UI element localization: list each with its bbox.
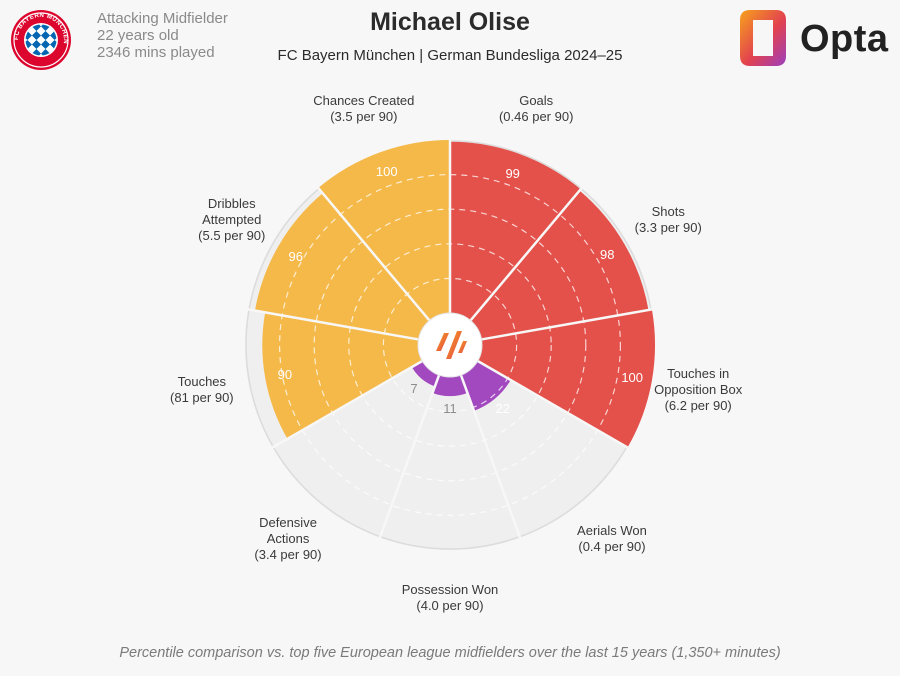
- chart-value-label: 100: [376, 164, 398, 179]
- opta-logo-text: Opta: [800, 18, 889, 60]
- chart-radial-line: [459, 374, 522, 539]
- chart-center-icon: [436, 331, 467, 359]
- chart-slice: [262, 312, 423, 439]
- chart-slice: [318, 140, 450, 321]
- chart-metric-label: Shots (3.3 per 90): [635, 204, 702, 235]
- chart-metric-label: Possession Won (4.0 per 90): [402, 582, 499, 613]
- chart-gridlines: [247, 140, 653, 539]
- chart-center-badge: [417, 312, 483, 378]
- chart-value-label: 98: [600, 247, 614, 262]
- chart-value-label: 11: [443, 401, 457, 416]
- opta-logo-icon: [740, 10, 786, 66]
- chart-value-label: 7: [410, 381, 417, 396]
- chart-radial-line: [317, 187, 431, 322]
- chart-value-label: 90: [278, 367, 292, 382]
- chart-radial-line: [247, 308, 419, 341]
- chart-radial-line: [378, 374, 441, 539]
- chart-slice: [470, 190, 649, 340]
- chart-metric-label: Defensive Actions (3.4 per 90): [254, 515, 321, 562]
- chart-metric-label: Dribbles Attempted (5.5 per 90): [198, 196, 265, 243]
- player-minutes: 2346 mins played: [97, 44, 215, 61]
- chart-value-label: 100: [621, 370, 643, 385]
- chart-slice: [254, 193, 430, 340]
- club-crest: FC BAYERN MÜNCHEN: [11, 10, 71, 70]
- chart-value-labels: 99 98 100 22 11 7 90 96 100: [278, 164, 643, 416]
- chart-value-label: 22: [496, 401, 510, 416]
- chart-value-label: 99: [505, 166, 519, 181]
- chart-radial-line: [469, 187, 583, 322]
- player-age: 22 years old: [97, 27, 179, 44]
- chart-metric-label: Aerials Won (0.4 per 90): [577, 523, 647, 554]
- player-info: Attacking Midfielder 22 years old 2346 m…: [97, 10, 228, 61]
- chart-radial-line: [477, 359, 629, 449]
- chart-slice: [432, 375, 468, 397]
- page-subtitle: FC Bayern München | German Bundesliga 20…: [277, 47, 623, 64]
- chart-value-label: 96: [289, 249, 303, 264]
- player-position: Attacking Midfielder: [97, 10, 228, 27]
- chart-metric-labels: Goals (0.46 per 90) Shots (3.3 per 90) Touch…: [170, 93, 743, 613]
- chart-slices: [254, 140, 655, 448]
- chart-slice: [450, 141, 581, 321]
- chart-slice: [411, 361, 440, 387]
- chart-metric-label: Touches in Opposition Box (6.2 per 90): [654, 366, 743, 413]
- chart-radial-line: [271, 359, 423, 449]
- chart-radial-line: [481, 308, 653, 341]
- chart-metric-label: Touches (81 per 90): [170, 374, 234, 405]
- page-title: Michael Olise: [370, 8, 530, 36]
- chart-center: [417, 312, 483, 378]
- footer-note: Percentile comparison vs. top five Europ…: [119, 645, 781, 661]
- chart-grid-circle: [279, 174, 621, 516]
- chart-metric-label: Goals (0.46 per 90): [499, 93, 573, 124]
- opta-logo: Opta: [734, 6, 900, 70]
- chart-slice: [477, 309, 655, 448]
- chart-metric-label: Chances Created (3.5 per 90): [313, 93, 414, 124]
